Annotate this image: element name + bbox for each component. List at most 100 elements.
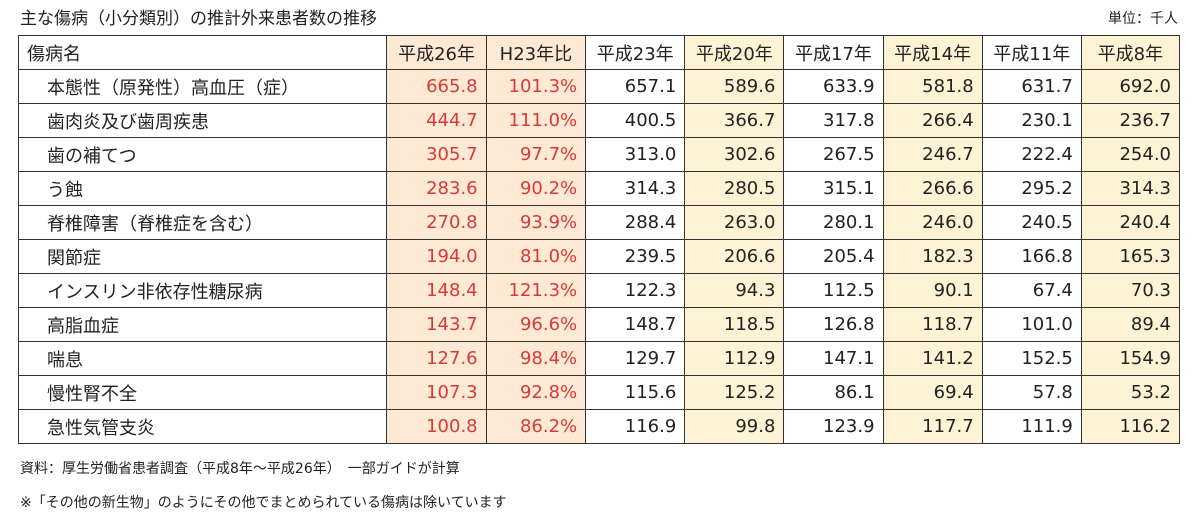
header-cell: 平成11年	[981, 35, 1082, 70]
cell: 400.5	[585, 103, 686, 138]
row-label: インスリン非依存性糖尿病	[17, 273, 388, 308]
cell: 254.0	[1080, 137, 1181, 172]
cell: 283.6	[386, 171, 487, 206]
header-cell: 平成23年	[585, 35, 686, 70]
cell: 267.5	[783, 137, 884, 172]
row: 関節症 194.0 81.0% 239.5 206.6 205.4 182.3 166.8 16…	[17, 239, 1181, 274]
cell: 295.2	[981, 171, 1082, 206]
cell: 111.0%	[485, 103, 587, 138]
header-cell: 平成14年	[882, 35, 983, 70]
cell: 116.9	[585, 409, 686, 444]
cell: 148.4	[386, 273, 487, 308]
cell: 266.6	[882, 171, 983, 206]
cell: 57.8	[981, 375, 1082, 410]
cell: 123.9	[783, 409, 884, 444]
header-cell: 平成26年	[386, 35, 487, 70]
row-label: 高脂血症	[17, 307, 388, 342]
header-cell: 平成17年	[783, 35, 884, 70]
cell: 166.8	[981, 239, 1082, 274]
cell: 581.8	[882, 69, 983, 104]
cell: 288.4	[585, 205, 686, 240]
row: 歯の補てつ 305.7 97.7% 313.0 302.6 267.5 246.7 222.4…	[17, 137, 1181, 172]
cell: 118.5	[684, 307, 785, 342]
cell: 314.3	[1080, 171, 1181, 206]
row: 本態性（原発性）高血圧（症） 665.8 101.3% 657.1 589.6 633.9…	[17, 69, 1181, 104]
row-label: 歯肉炎及び歯周疾患	[17, 103, 388, 138]
row-label: 本態性（原発性）高血圧（症）	[17, 69, 388, 104]
header-cell: 平成20年	[684, 35, 785, 70]
cell: 121.3%	[485, 273, 587, 308]
row-label: 慢性腎不全	[17, 375, 388, 410]
cell: 266.4	[882, 103, 983, 138]
cell: 280.1	[783, 205, 884, 240]
cell: 665.8	[386, 69, 487, 104]
row: 歯肉炎及び歯周疾患 444.7 111.0% 400.5 366.7 317.8 266.4…	[17, 103, 1181, 138]
row-label: 脊椎障害（脊椎症を含む）	[17, 205, 388, 240]
cell: 116.2	[1080, 409, 1181, 444]
cell: 112.9	[684, 341, 785, 376]
title: 主な傷病（小分類別）の推計外来患者数の推移	[20, 9, 377, 29]
cell: 302.6	[684, 137, 785, 172]
cell: 246.0	[882, 205, 983, 240]
cell: 305.7	[386, 137, 487, 172]
cell: 93.9%	[485, 205, 587, 240]
cell: 313.0	[585, 137, 686, 172]
note: 資料：厚生労働省患者調査（平成8年～平成26年） 一部ガイドが計算	[20, 461, 460, 477]
cell: 366.7	[684, 103, 785, 138]
row: 脊椎障害（脊椎症を含む） 270.8 93.9% 288.4 263.0 280.1 246…	[17, 205, 1181, 240]
cell: 81.0%	[485, 239, 587, 274]
row-label: う蝕	[17, 171, 388, 206]
cell: 122.3	[585, 273, 686, 308]
cell: 115.6	[585, 375, 686, 410]
cell: 90.1	[882, 273, 983, 308]
cell: 246.7	[882, 137, 983, 172]
cell: 147.1	[783, 341, 884, 376]
cell: 94.3	[684, 273, 785, 308]
cell: 165.3	[1080, 239, 1181, 274]
cell: 98.4%	[485, 341, 587, 376]
cell: 92.8%	[485, 375, 587, 410]
cell: 117.7	[882, 409, 983, 444]
cell: 86.1	[783, 375, 884, 410]
row: 喘息 127.6 98.4% 129.7 112.9 147.1 141.2 152.5 154…	[17, 341, 1181, 376]
cell: 127.6	[386, 341, 487, 376]
cell: 631.7	[981, 69, 1082, 104]
cell: 86.2%	[485, 409, 587, 444]
cell: 154.9	[1080, 341, 1181, 376]
cell: 53.2	[1080, 375, 1181, 410]
header-cell: 平成8年	[1080, 35, 1181, 70]
row-label: 急性気管支炎	[17, 409, 388, 444]
cell: 444.7	[386, 103, 487, 138]
cell: 111.9	[981, 409, 1082, 444]
cell: 118.7	[882, 307, 983, 342]
note: ※「その他の新生物」のようにその他でまとめられている傷病は除いています	[20, 495, 507, 511]
row-label: 歯の補てつ	[17, 137, 388, 172]
cell: 101.0	[981, 307, 1082, 342]
cell: 96.6%	[485, 307, 587, 342]
cell: 692.0	[1080, 69, 1181, 104]
cell: 107.3	[386, 375, 487, 410]
cell: 69.4	[882, 375, 983, 410]
row-label: 関節症	[17, 239, 388, 274]
cell: 657.1	[585, 69, 686, 104]
row: 慢性腎不全 107.3 92.8% 115.6 125.2 86.1 69.4 57.8 53.…	[17, 375, 1181, 410]
cell: 236.7	[1080, 103, 1181, 138]
unit: 単位：千人	[1108, 11, 1178, 27]
cell: 222.4	[981, 137, 1082, 172]
cell: 314.3	[585, 171, 686, 206]
cell: 97.7%	[485, 137, 587, 172]
cell: 205.4	[783, 239, 884, 274]
row: インスリン非依存性糖尿病 148.4 121.3% 122.3 94.3 112.5 90.…	[17, 273, 1181, 308]
cell: 90.2%	[485, 171, 587, 206]
cell: 148.7	[585, 307, 686, 342]
cell: 101.3%	[485, 69, 587, 104]
cell: 240.5	[981, 205, 1082, 240]
cell: 317.8	[783, 103, 884, 138]
cell: 70.3	[1080, 273, 1181, 308]
cell: 99.8	[684, 409, 785, 444]
cell: 206.6	[684, 239, 785, 274]
cell: 129.7	[585, 341, 686, 376]
cell: 270.8	[386, 205, 487, 240]
cell: 143.7	[386, 307, 487, 342]
